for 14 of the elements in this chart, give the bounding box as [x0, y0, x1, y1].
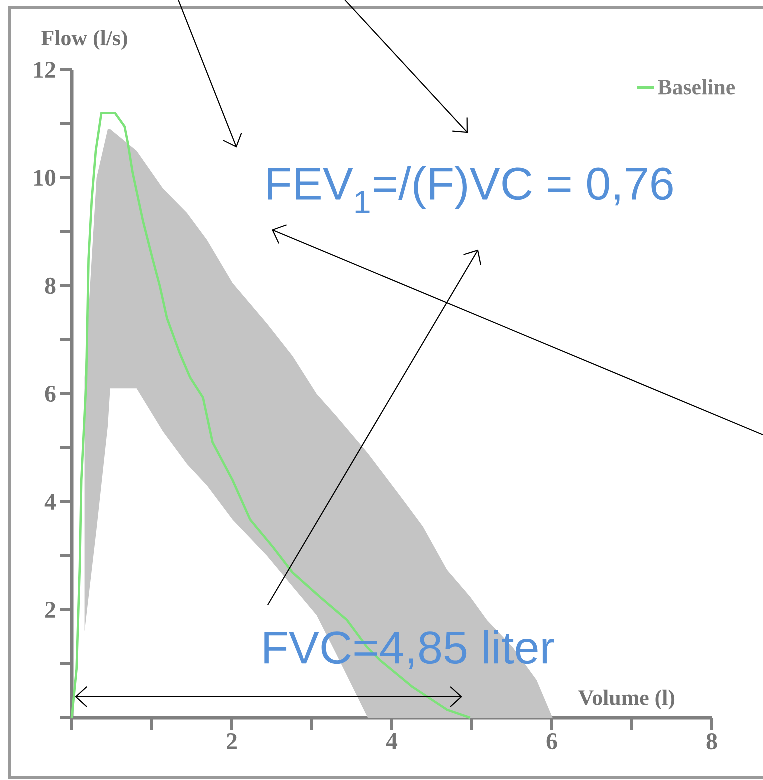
y-tick-label: 2	[46, 602, 56, 618]
x-axis-title: Volume (l)	[578, 690, 675, 710]
y-tick-label: 8	[45, 278, 56, 294]
x-tick-label: 6	[546, 734, 558, 750]
y-tick-label: 4	[44, 494, 56, 510]
x-tick-label: 8	[706, 734, 718, 750]
x-tick-label: 2	[227, 734, 237, 750]
y-tick-label: 6	[45, 386, 56, 402]
x-tick-label: 4	[386, 734, 398, 750]
legend-label: Baseline	[658, 79, 736, 95]
y-tick-label: 12	[34, 62, 56, 78]
y-tick-label: 10	[34, 170, 56, 186]
y-axis-title: Flow (l/s)	[42, 30, 128, 50]
annotation: FEV$_{1}$=/(F)VC = 0,76	[268, 166, 673, 214]
